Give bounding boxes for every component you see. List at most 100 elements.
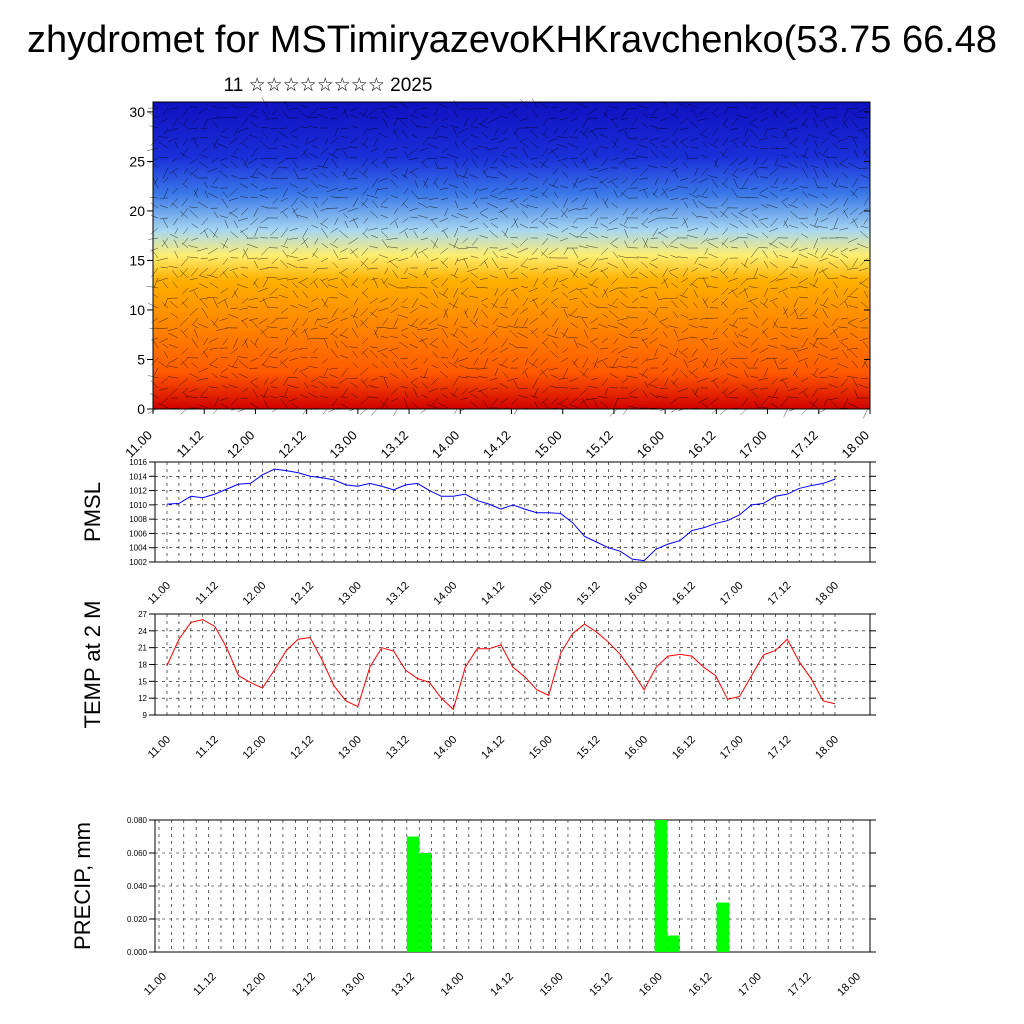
wind-vector bbox=[552, 302, 559, 309]
wind-vector bbox=[847, 267, 859, 270]
wind-vector bbox=[511, 242, 519, 249]
wind-vector bbox=[823, 147, 829, 154]
wind-vector bbox=[339, 355, 349, 359]
wind-vector bbox=[404, 391, 409, 399]
wind-vector bbox=[856, 243, 869, 249]
wind-vector bbox=[648, 310, 659, 319]
wind-vector bbox=[284, 337, 289, 345]
wind-vector bbox=[639, 177, 649, 180]
wind-vector bbox=[550, 217, 559, 220]
wind-vector bbox=[710, 221, 719, 229]
wind-vector bbox=[290, 127, 299, 134]
wind-vector bbox=[558, 117, 569, 121]
wind-vector bbox=[650, 107, 659, 117]
wind-vector bbox=[291, 329, 299, 339]
wind-vector bbox=[200, 387, 209, 397]
wind-vector bbox=[731, 117, 739, 127]
wind-vector bbox=[473, 317, 479, 325]
wind-vector bbox=[744, 127, 749, 137]
x-tick-label: 13.12 bbox=[384, 734, 412, 762]
wind-vector bbox=[233, 220, 239, 229]
wind-vector bbox=[261, 109, 269, 119]
wind-vector bbox=[460, 191, 469, 199]
wind-vector bbox=[639, 307, 649, 309]
wind-vector bbox=[628, 387, 639, 395]
wind-vector bbox=[672, 311, 679, 319]
wind-vector bbox=[410, 247, 419, 258]
wind-vector bbox=[381, 109, 389, 119]
wind-vector bbox=[556, 143, 569, 149]
wind-vector bbox=[199, 297, 209, 300]
wind-vector bbox=[167, 376, 179, 379]
wind-vector bbox=[812, 387, 819, 398]
wind-vector bbox=[409, 307, 419, 314]
wind-vector bbox=[378, 132, 389, 139]
wind-vector bbox=[369, 210, 379, 219]
wind-vector bbox=[350, 314, 359, 319]
wind-vector bbox=[819, 367, 829, 374]
wind-vector bbox=[546, 233, 559, 239]
wind-vector bbox=[220, 163, 229, 169]
wind-vector bbox=[490, 107, 499, 113]
wind-vector bbox=[454, 357, 459, 365]
wind-vector bbox=[379, 107, 389, 109]
wind-vector bbox=[216, 327, 229, 331]
wind-vector bbox=[660, 117, 669, 122]
wind-vector bbox=[863, 290, 869, 299]
wind-vector bbox=[398, 341, 409, 349]
wind-vector bbox=[172, 281, 179, 289]
wind-vector bbox=[863, 407, 869, 419]
wind-vector bbox=[598, 133, 609, 139]
wind-vector bbox=[162, 107, 169, 115]
wind-vector bbox=[722, 177, 729, 186]
wind-vector bbox=[649, 207, 659, 215]
wind-vector bbox=[810, 164, 819, 169]
wind-vector bbox=[789, 117, 799, 124]
wind-vector bbox=[508, 342, 519, 349]
wind-vector bbox=[691, 211, 699, 219]
wind-vector bbox=[380, 278, 389, 289]
wind-vector bbox=[631, 207, 639, 215]
wind-vector bbox=[497, 137, 509, 144]
wind-vector bbox=[188, 245, 199, 249]
wind-vector bbox=[479, 207, 489, 214]
wind-vector bbox=[163, 127, 169, 135]
wind-vector bbox=[572, 247, 579, 259]
wind-vector bbox=[567, 207, 579, 212]
wind-vector bbox=[541, 147, 549, 157]
wind-vector bbox=[780, 397, 789, 408]
wind-vector bbox=[779, 326, 789, 329]
wind-vector bbox=[249, 134, 259, 139]
y-tick-label: 15 bbox=[138, 677, 147, 686]
wind-vector bbox=[637, 144, 649, 149]
wind-vector bbox=[310, 384, 319, 389]
wind-vector bbox=[233, 147, 239, 155]
wind-vector bbox=[553, 277, 559, 287]
wind-vector bbox=[852, 378, 859, 389]
wind-vector bbox=[592, 397, 599, 409]
wind-vector bbox=[773, 357, 779, 369]
wind-vector bbox=[151, 337, 159, 341]
wind-vector bbox=[684, 201, 689, 209]
wind-vector bbox=[732, 307, 739, 315]
wind-vector bbox=[562, 127, 569, 135]
wind-vector bbox=[660, 321, 669, 329]
wind-vector bbox=[828, 253, 839, 259]
wind-vector bbox=[729, 137, 739, 143]
wind-vector bbox=[828, 397, 839, 401]
wind-vector bbox=[411, 382, 419, 389]
wind-vector bbox=[489, 217, 499, 221]
wind-vector bbox=[200, 257, 209, 259]
wind-vector bbox=[539, 220, 549, 229]
wind-vector bbox=[241, 247, 249, 259]
wind-vector bbox=[170, 312, 179, 319]
wind-vector bbox=[221, 198, 229, 209]
wind-vector bbox=[378, 177, 389, 182]
wind-vector bbox=[273, 137, 279, 144]
wind-vector bbox=[373, 137, 379, 147]
wind-vector bbox=[361, 347, 369, 355]
wind-vector bbox=[776, 277, 789, 281]
wind-vector bbox=[426, 327, 439, 331]
wind-vector bbox=[721, 123, 729, 129]
wind-vector bbox=[844, 301, 849, 309]
